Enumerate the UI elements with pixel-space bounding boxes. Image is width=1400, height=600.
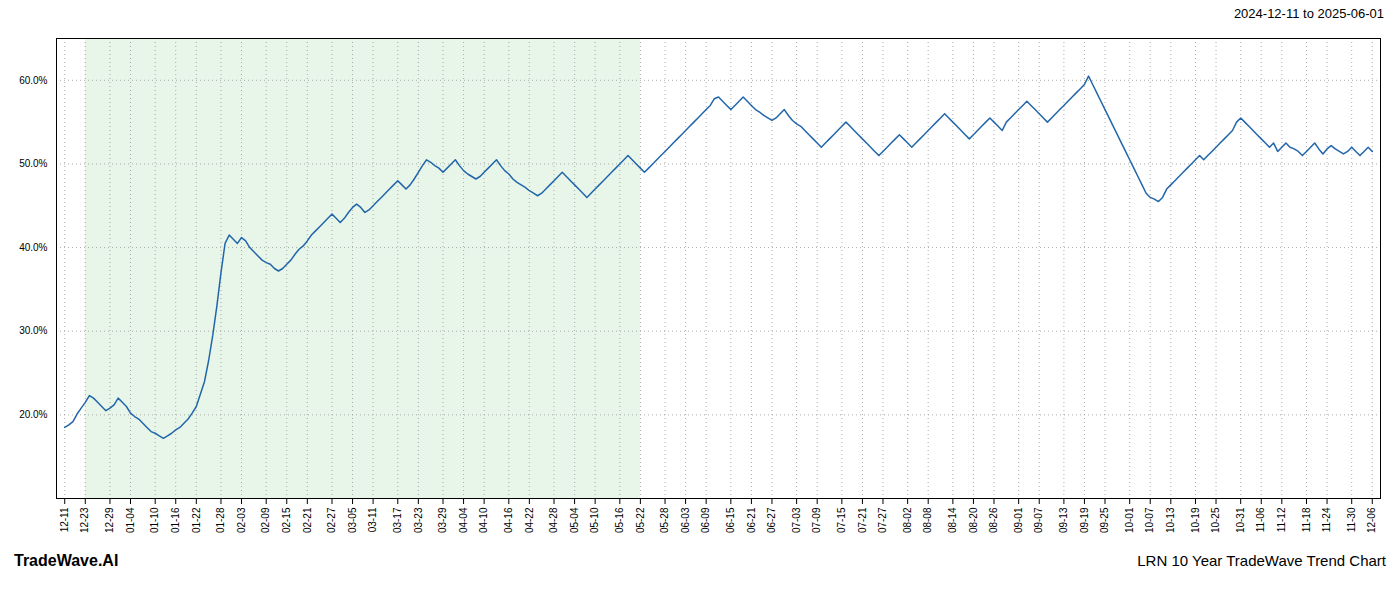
svg-text:01-04: 01-04 — [125, 507, 136, 533]
svg-text:11-12: 11-12 — [1276, 507, 1287, 532]
svg-text:09-07: 09-07 — [1033, 507, 1044, 533]
svg-text:12-06: 12-06 — [1366, 507, 1377, 533]
svg-text:10-01: 10-01 — [1124, 507, 1135, 533]
svg-text:01-22: 01-22 — [191, 507, 202, 533]
svg-text:40.0%: 40.0% — [19, 242, 47, 253]
svg-text:05-22: 05-22 — [635, 507, 646, 533]
svg-text:05-10: 05-10 — [589, 507, 600, 533]
svg-text:06-27: 06-27 — [766, 507, 777, 533]
svg-text:11-24: 11-24 — [1321, 507, 1332, 532]
svg-text:11-18: 11-18 — [1301, 507, 1312, 532]
svg-text:04-04: 04-04 — [458, 507, 469, 533]
svg-text:11-30: 11-30 — [1346, 507, 1357, 532]
svg-text:10-19: 10-19 — [1190, 507, 1201, 533]
svg-text:06-03: 06-03 — [680, 507, 691, 533]
svg-text:12-23: 12-23 — [79, 507, 90, 533]
svg-text:08-02: 08-02 — [902, 507, 913, 533]
svg-text:08-14: 08-14 — [947, 507, 958, 533]
svg-text:02-21: 02-21 — [302, 507, 313, 533]
svg-text:03-17: 03-17 — [392, 507, 403, 533]
svg-text:01-10: 01-10 — [149, 507, 160, 533]
html-text:LRN 10 Year TradeWave Trend Ch: LRN 10 Year TradeWave Trend Chart — [1137, 552, 1386, 569]
svg-text:04-22: 04-22 — [524, 507, 535, 533]
svg-text:09-19: 09-19 — [1079, 507, 1090, 533]
svg-text:11-06: 11-06 — [1255, 507, 1266, 532]
svg-text:06-15: 06-15 — [725, 507, 736, 533]
svg-text:20.0%: 20.0% — [19, 409, 47, 420]
svg-text:08-08: 08-08 — [922, 507, 933, 533]
svg-text:10-13: 10-13 — [1165, 507, 1176, 533]
svg-text:10-07: 10-07 — [1144, 507, 1155, 533]
svg-text:04-28: 04-28 — [548, 507, 559, 533]
svg-text:05-04: 05-04 — [569, 507, 580, 533]
svg-text:03-11: 03-11 — [367, 507, 378, 532]
svg-text:12-29: 12-29 — [104, 507, 115, 533]
svg-text:05-28: 05-28 — [659, 507, 670, 533]
svg-text:03-29: 03-29 — [437, 507, 448, 533]
svg-text:05-16: 05-16 — [614, 507, 625, 533]
svg-text:09-25: 09-25 — [1099, 507, 1110, 533]
svg-text:03-23: 03-23 — [413, 507, 424, 533]
html-text:TradeWave.AI: TradeWave.AI — [14, 552, 119, 569]
svg-text:01-28: 01-28 — [215, 507, 226, 533]
svg-text:07-03: 07-03 — [791, 507, 802, 533]
html-text:2024-12-11 to 2025-06-01: 2024-12-11 to 2025-06-01 — [1233, 6, 1384, 21]
svg-text:12-11: 12-11 — [59, 507, 70, 532]
svg-text:02-09: 02-09 — [260, 507, 271, 533]
svg-text:60.0%: 60.0% — [19, 75, 47, 86]
svg-text:03-05: 03-05 — [347, 507, 358, 533]
svg-text:07-15: 07-15 — [836, 507, 847, 533]
svg-text:10-25: 10-25 — [1210, 507, 1221, 533]
svg-text:04-16: 04-16 — [503, 507, 514, 533]
svg-text:06-09: 06-09 — [700, 507, 711, 533]
svg-text:02-27: 02-27 — [326, 507, 337, 533]
svg-text:09-13: 09-13 — [1058, 507, 1069, 533]
svg-text:01-16: 01-16 — [170, 507, 181, 533]
svg-text:07-27: 07-27 — [877, 507, 888, 533]
svg-text:08-26: 08-26 — [988, 507, 999, 533]
svg-text:02-15: 02-15 — [281, 507, 292, 533]
svg-text:09-01: 09-01 — [1013, 507, 1024, 533]
svg-text:50.0%: 50.0% — [19, 158, 47, 169]
svg-text:07-21: 07-21 — [857, 507, 868, 533]
svg-text:30.0%: 30.0% — [19, 325, 47, 336]
svg-text:07-09: 07-09 — [811, 507, 822, 533]
svg-text:08-20: 08-20 — [968, 507, 979, 533]
svg-text:02-03: 02-03 — [236, 507, 247, 533]
svg-text:04-10: 04-10 — [478, 507, 489, 533]
svg-text:10-31: 10-31 — [1235, 507, 1246, 533]
svg-text:06-21: 06-21 — [746, 507, 757, 533]
